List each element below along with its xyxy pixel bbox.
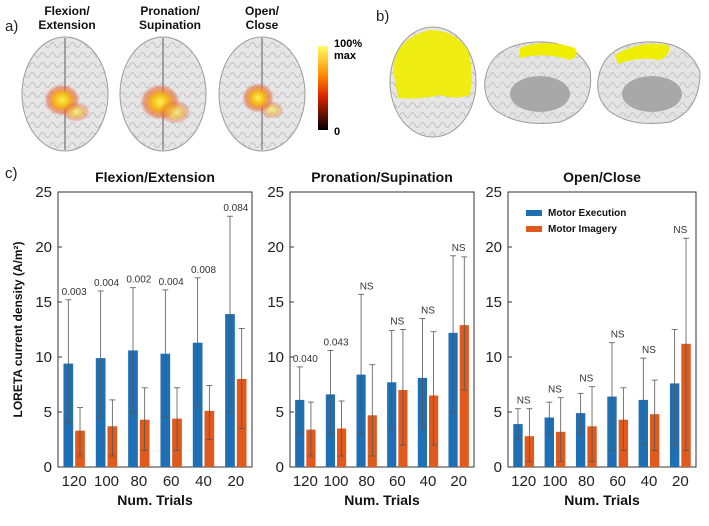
legend-swatch-execution	[526, 210, 542, 216]
chart-1-title: Pronation/Supination	[311, 169, 453, 185]
chart-2-ytick-label: 20	[485, 239, 502, 256]
colorbar-min-label: 0	[334, 126, 341, 138]
chart-2-bar-execution	[575, 413, 586, 467]
chart-0-annotation: 0.008	[191, 265, 216, 276]
chart-0-title: Flexion/Extension	[95, 169, 215, 185]
chart-0-xtick-label: 80	[130, 473, 147, 490]
chart-2-ytick-label: 25	[485, 184, 502, 201]
chart-0-xtick-label: 60	[163, 473, 180, 490]
chart-0-ytick-label: 15	[35, 294, 52, 311]
chart-1-annotation: NS	[421, 306, 435, 317]
legend-label-imagery: Motor Imagery	[548, 224, 617, 235]
chart-2-annotation: NS	[548, 385, 562, 396]
chart-0-annotation: 0.004	[94, 278, 119, 289]
brain-medial-view-right	[597, 41, 701, 124]
chart-1-annotation: NS	[452, 243, 466, 254]
brain-label-flexion: Flexion/ Extension	[38, 4, 96, 32]
bar-charts: Flexion/Extension05101520251200.0031000.…	[11, 169, 697, 508]
brain-label-pronation: Pronation/ Supination	[139, 4, 201, 32]
legend-label-execution: Motor Execution	[548, 208, 626, 219]
chart-1-axes-box	[289, 191, 475, 468]
chart-2-ytick-label: 5	[494, 404, 502, 421]
chart-0-annotation: 0.004	[159, 277, 184, 288]
chart-1-bar-imagery	[459, 325, 469, 467]
chart-1-xtick-label: 40	[420, 473, 437, 490]
chart-0-annotation: 0.003	[62, 287, 87, 298]
chart-0-ytick-label: 25	[35, 184, 52, 201]
chart-2-ytick-label: 15	[485, 294, 502, 311]
chart-2-xtick-label: 20	[672, 473, 689, 490]
chart-1-annotation: NS	[390, 317, 404, 328]
chart-0-ytick-label: 20	[35, 239, 52, 256]
chart-1-xtick-label: 120	[293, 473, 318, 490]
brain-figure	[21, 26, 701, 152]
chart-1-ytick-label: 5	[276, 404, 284, 421]
chart-1-annotation: 0.040	[293, 354, 318, 365]
chart-2-xtick-label: 100	[542, 473, 567, 490]
chart-0-xtick-label: 20	[227, 473, 244, 490]
chart-1-ytick-label: 0	[276, 459, 284, 476]
chart-2-annotation: NS	[611, 330, 625, 341]
chart-0-annotation: 0.002	[126, 275, 151, 286]
brain-top-view-pronation	[119, 36, 207, 152]
chart-1-annotation: NS	[360, 281, 374, 292]
chart-0-xtick-label: 100	[94, 473, 119, 490]
brain-top-view-openclose	[218, 36, 306, 152]
chart-2-title: Open/Close	[563, 169, 641, 185]
chart-0-annotation: 0.084	[223, 203, 248, 214]
chart-2-xtick-label: 120	[511, 473, 536, 490]
chart-2-xtick-label: 40	[641, 473, 658, 490]
chart-0-xtick-label: 40	[195, 473, 212, 490]
chart-0-ylabel: LORETA current density (A/m²)	[11, 241, 25, 417]
legend-swatch-imagery	[526, 226, 542, 232]
brain-label-openclose: Open/ Close	[244, 4, 279, 32]
chart-1-ytick-label: 25	[267, 184, 284, 201]
chart-2-annotation: NS	[673, 225, 687, 236]
chart-2-xtick-label: 60	[609, 473, 626, 490]
brain-medial-view-left	[484, 41, 592, 124]
chart-2-xtick-label: 80	[578, 473, 595, 490]
chart-0-ytick-label: 10	[35, 349, 52, 366]
chart-2-ytick-label: 10	[485, 349, 502, 366]
chart-2-axes-box	[507, 191, 697, 468]
chart-1-ytick-label: 20	[267, 239, 284, 256]
chart-2-annotation: NS	[517, 396, 531, 407]
chart-2-bar-execution	[544, 417, 554, 467]
panel-label-c: c)	[5, 165, 18, 182]
colorbar	[318, 46, 328, 130]
panel-label-a: a)	[5, 18, 19, 35]
chart-0-ytick-label: 5	[44, 404, 52, 421]
chart-1-xtick-label: 100	[323, 473, 348, 490]
chart-1-ytick-label: 15	[267, 294, 284, 311]
chart-2-xlabel: Num. Trials	[564, 492, 640, 508]
chart-0-xlabel: Num. Trials	[117, 492, 193, 508]
brain-lateral-view	[389, 26, 477, 138]
chart-0-axes-box	[57, 191, 253, 468]
chart-2-annotation: NS	[642, 345, 656, 356]
panel-label-b: b)	[376, 8, 390, 25]
chart-1-xtick-label: 60	[389, 473, 406, 490]
chart-1-xtick-label: 80	[358, 473, 375, 490]
chart-2-annotation: NS	[579, 374, 593, 385]
chart-1-xtick-label: 20	[450, 473, 467, 490]
chart-0-xtick-label: 120	[62, 473, 87, 490]
chart-2-ytick-label: 0	[494, 459, 502, 476]
chart-1-xlabel: Num. Trials	[344, 492, 420, 508]
chart-2-bar-execution	[513, 424, 523, 467]
colorbar-max-label: 100% max	[334, 38, 363, 62]
chart-1-annotation: 0.043	[323, 337, 348, 348]
chart-0-ytick-label: 0	[44, 459, 52, 476]
brain-top-view-flexion	[21, 36, 109, 152]
chart-1-ytick-label: 10	[267, 349, 284, 366]
